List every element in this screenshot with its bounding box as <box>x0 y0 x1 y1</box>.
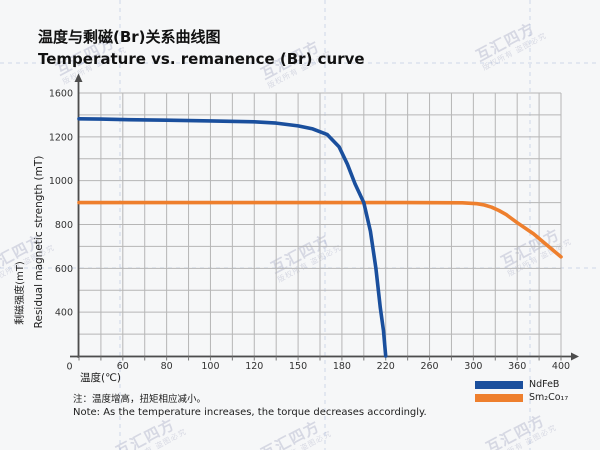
x-tick-label: 80 <box>161 361 173 372</box>
origin-label: 0 <box>66 362 72 373</box>
x-tick-label: 360 <box>508 361 526 372</box>
y-tick-label: 1600 <box>49 89 73 100</box>
title-block: 温度与剩磁(Br)关系曲线图 Temperature vs. remanence… <box>38 26 365 68</box>
x-tick-label: 60 <box>117 361 129 372</box>
y-tick-label: 600 <box>55 264 73 275</box>
x-tick-label: 100 <box>201 361 219 372</box>
y-tick-label: 400 <box>55 308 73 319</box>
note-zh: 注：温度增高，扭矩相应减小。 <box>73 394 207 405</box>
y-axis-title-zh: 剩磁强度(mT) <box>13 261 26 325</box>
x-axis-arrow-icon <box>571 352 579 361</box>
y-tick-label: 1200 <box>49 132 73 143</box>
legend-label: Sm₂Co₁₇ <box>529 392 569 404</box>
y-axis-title-en: Residual magnetic strength (mT) <box>33 156 45 329</box>
legend-item-ndfeb: NdFeB <box>475 379 568 391</box>
legend-item-sm2co17: Sm₂Co₁₇ <box>475 392 569 404</box>
series-curve-ndfeb <box>77 117 388 358</box>
x-tick-label: 300 <box>464 361 482 372</box>
y-axis-arrow-icon <box>74 73 83 82</box>
y-tick-label: 1000 <box>49 176 73 187</box>
x-tick-label: 120 <box>245 361 263 372</box>
series-curve-sm2co17 <box>77 200 563 259</box>
x-tick-label: 180 <box>333 361 351 372</box>
x-tick-label: 260 <box>420 361 438 372</box>
legend-swatch <box>475 394 523 402</box>
x-axis-title: 温度(℃) <box>80 371 121 384</box>
chart-title-en: Temperature vs. remanence (Br) curve <box>38 50 365 68</box>
note-block: 注：温度增高，扭矩相应减小。 Note: As the temperature … <box>73 391 427 418</box>
x-tick-label: 220 <box>377 361 395 372</box>
legend-swatch <box>475 381 523 389</box>
legend-label: NdFeB <box>529 379 560 391</box>
legend: NdFeB Sm₂Co₁₇ <box>475 379 569 407</box>
x-tick-label: 400 <box>552 361 570 372</box>
x-tick-label: 150 <box>289 361 307 372</box>
chart-title-zh: 温度与剩磁(Br)关系曲线图 <box>38 28 221 46</box>
y-tick-label: 800 <box>55 220 73 231</box>
note-en: Note: As the temperature increases, the … <box>73 407 427 418</box>
